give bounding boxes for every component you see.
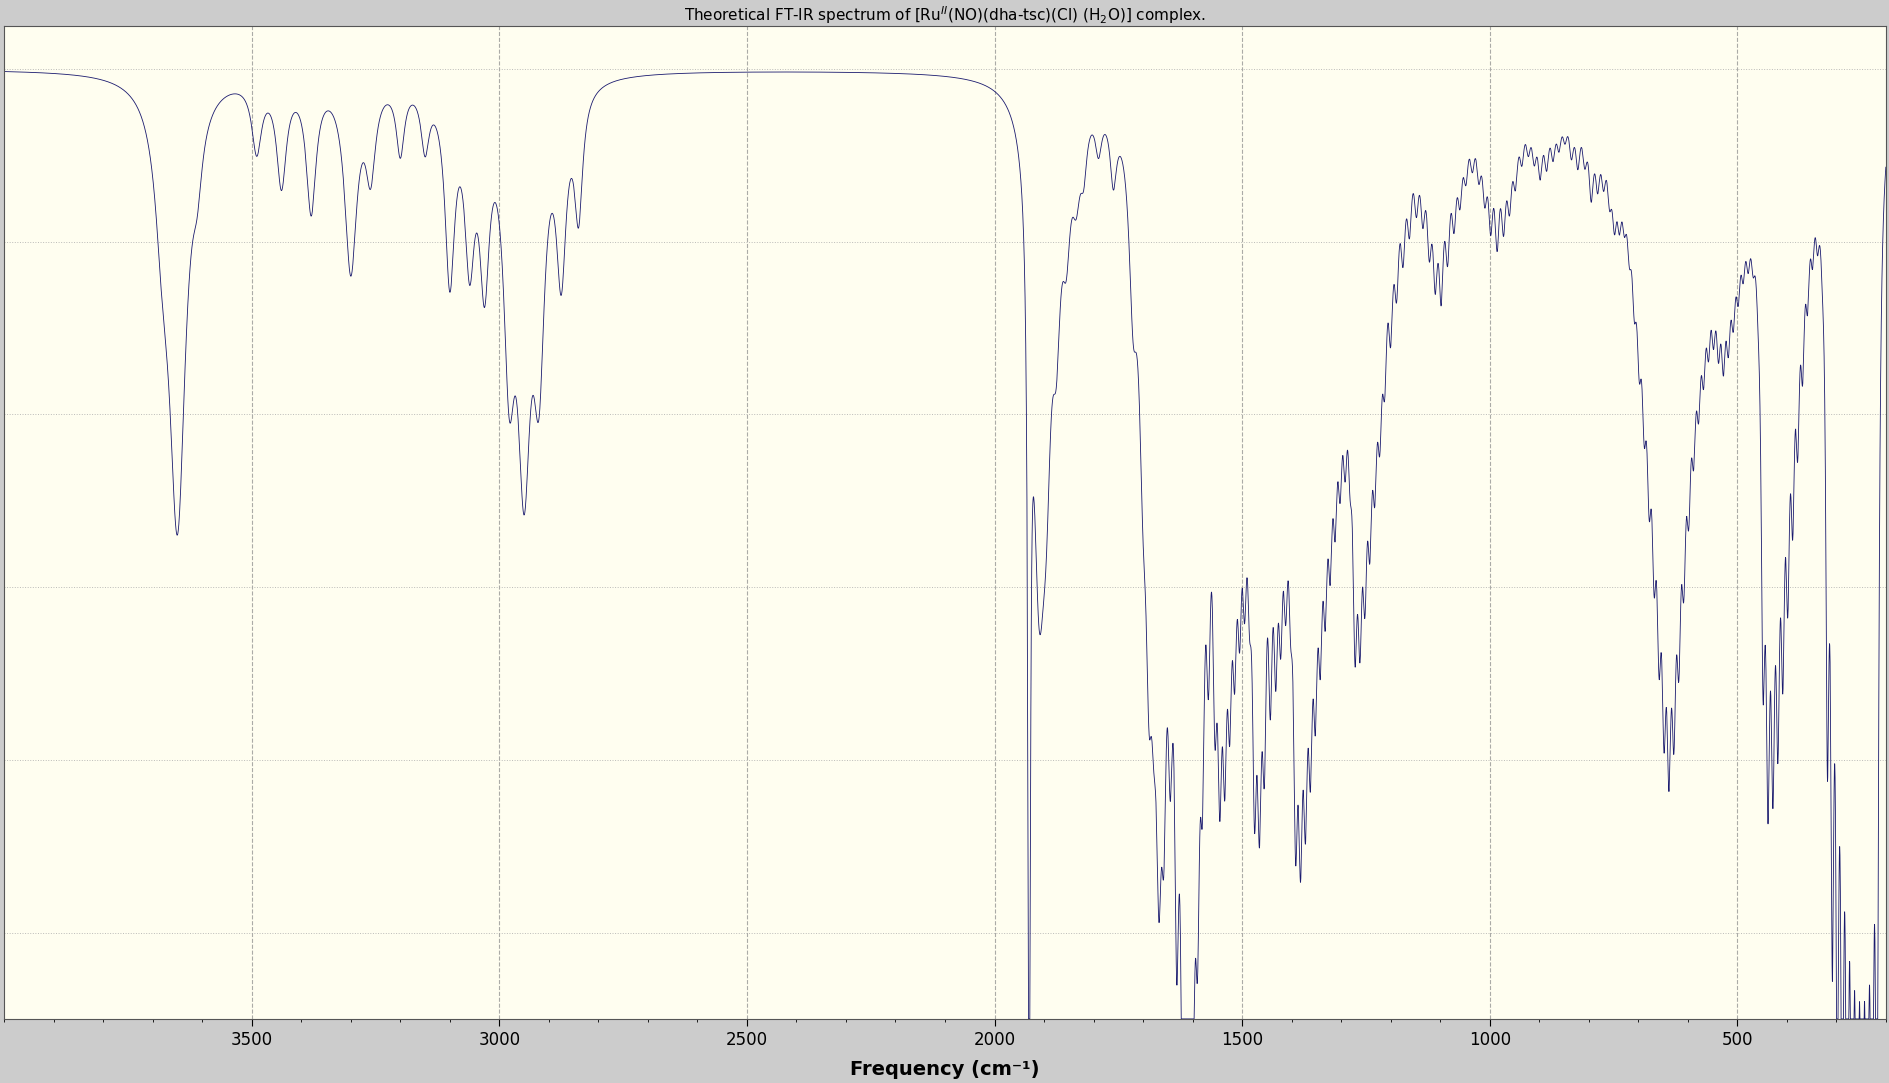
Title: Theoretical FT-IR spectrum of [Ru$^{II}$(NO)(dha-tsc)(Cl) (H$_2$O)] complex.: Theoretical FT-IR spectrum of [Ru$^{II}$… [684, 4, 1205, 26]
X-axis label: Frequency (cm⁻¹): Frequency (cm⁻¹) [850, 1060, 1039, 1079]
